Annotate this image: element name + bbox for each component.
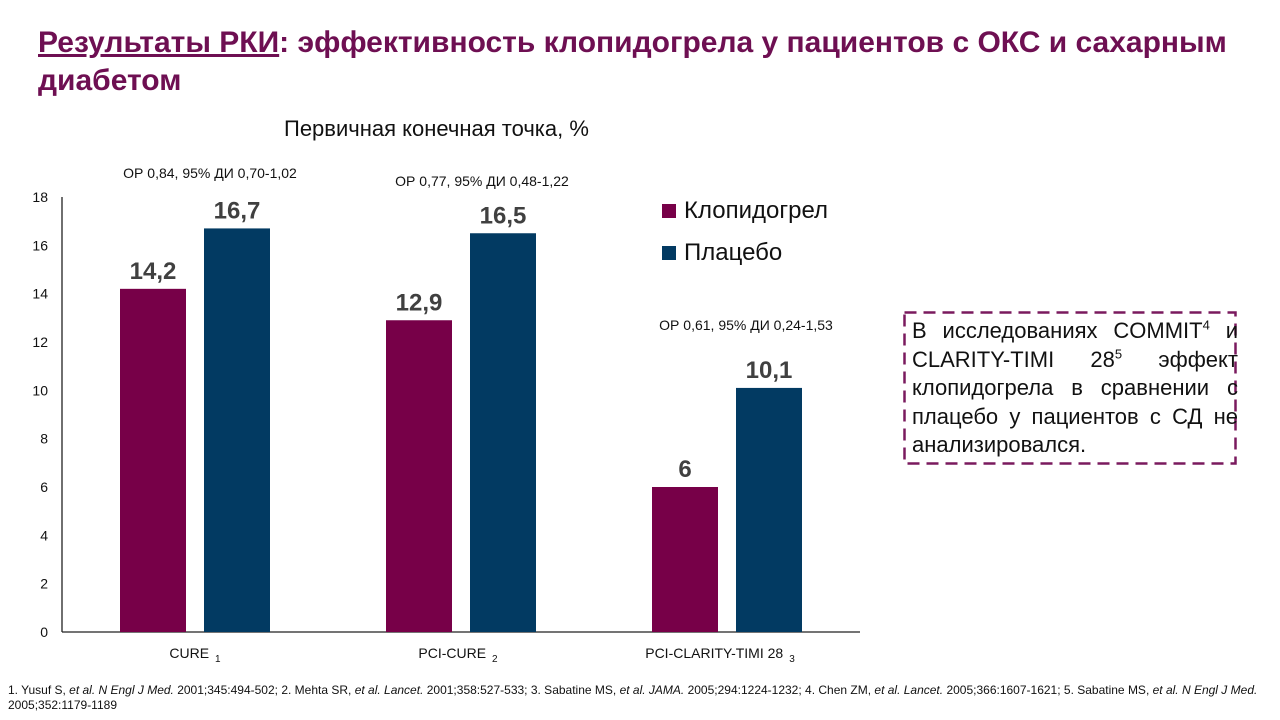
legend-label-clopidogrel: Клопидогрел: [684, 197, 829, 224]
x-category-label: PCI-CURE 2: [418, 645, 498, 665]
x-category-name: PCI-CLARITY-TIMI 28: [645, 645, 783, 661]
references: 1. Yusuf S, et al. N Engl J Med. 2001;34…: [8, 683, 1276, 713]
y-tick-label: 12: [32, 334, 48, 350]
bar-clopidogrel: [120, 288, 186, 632]
hazard-ratio-annotation: ОР 0,61, 95% ДИ 0,24-1,53: [659, 317, 833, 333]
note-text: В исследованиях COMMIT4 и CLARITY-TIMI 2…: [912, 317, 1238, 460]
reference-item: 3. Sabatine MS, et al. JAMA. 2005;294:12…: [530, 683, 806, 697]
y-tick-label: 10: [32, 382, 48, 398]
bar-placebo: [736, 387, 802, 632]
reference-item: 5. Sabatine MS, et al. N Engl J Med. 200…: [8, 683, 1258, 712]
bar-clopidogrel: [652, 487, 718, 632]
y-tick-label: 0: [40, 624, 48, 640]
x-category-ref: 2: [492, 654, 498, 665]
legend-item-clopidogrel: Клопидогрел: [662, 190, 828, 232]
x-category-name: CURE: [169, 645, 209, 661]
bar-placebo: [470, 233, 536, 632]
note-box: В исследованиях COMMIT4 и CLARITY-TIMI 2…: [903, 311, 1238, 465]
legend-item-placebo: Плацебо: [662, 232, 828, 274]
data-label: 14,2: [130, 258, 177, 285]
y-tick-label: 2: [40, 576, 48, 592]
note-superscript: 4: [1202, 317, 1210, 333]
note-text-part: В исследованиях COMMIT: [912, 318, 1203, 343]
data-label: 6: [678, 456, 691, 483]
x-category-label: CURE 1: [169, 645, 221, 665]
chart-title: Первичная конечная точка, %: [284, 116, 589, 141]
chart-legend: Клопидогрел Плацебо: [662, 190, 828, 274]
y-tick-label: 14: [32, 286, 48, 302]
note-text-part: эффект клопидогрела в сравнении с плацеб…: [912, 346, 1238, 458]
legend-swatch-placebo: [662, 246, 676, 260]
slide-title-underlined: Результаты РКИ: [38, 26, 280, 59]
slide-title: Результаты РКИ: эффективность клопидогре…: [38, 24, 1238, 100]
x-category-ref: 1: [215, 654, 221, 665]
data-label: 12,9: [396, 289, 443, 316]
x-category-label: PCI-CLARITY-TIMI 28 3: [645, 645, 795, 665]
legend-swatch-clopidogrel: [662, 204, 676, 218]
data-label: 16,7: [214, 197, 261, 224]
reference-item: 2. Mehta SR, et al. Lancet. 2001;358:527…: [281, 683, 531, 697]
reference-item: 4. Chen ZM, et al. Lancet. 2005;366:1607…: [805, 683, 1064, 697]
x-category-ref: 3: [789, 654, 795, 665]
y-tick-label: 8: [40, 431, 48, 447]
y-tick-label: 4: [40, 527, 48, 543]
hazard-ratio-annotation: ОР 0,77, 95% ДИ 0,48-1,22: [395, 173, 569, 189]
bar-placebo: [204, 228, 270, 632]
bar-clopidogrel: [386, 320, 452, 632]
note-dashed-border: [903, 311, 1237, 465]
data-label: 16,5: [480, 202, 527, 229]
data-label: 10,1: [746, 357, 793, 384]
hazard-ratio-annotation: ОР 0,84, 95% ДИ 0,70-1,02: [123, 165, 297, 181]
y-tick-label: 6: [40, 479, 48, 495]
y-tick-label: 18: [32, 189, 48, 205]
y-tick-label: 16: [32, 237, 48, 253]
note-text-part: и CLARITY-TIMI 28: [912, 318, 1238, 372]
reference-item: 1. Yusuf S, et al. N Engl J Med. 2001;34…: [8, 683, 282, 697]
x-category-name: PCI-CURE: [418, 645, 486, 661]
legend-label-placebo: Плацебо: [684, 239, 783, 266]
slide-title-rest: : эффективность клопидогрела у пациентов…: [38, 26, 1227, 97]
note-superscript: 5: [1114, 346, 1123, 362]
